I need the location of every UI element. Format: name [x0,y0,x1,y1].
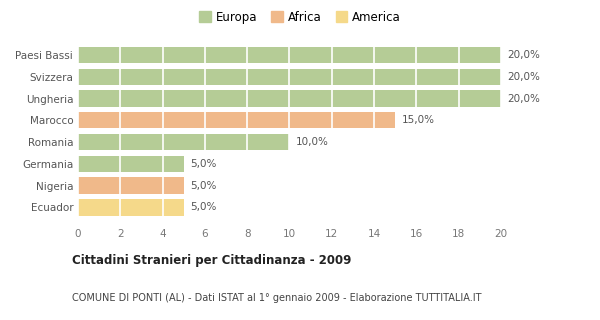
Text: 20,0%: 20,0% [507,93,540,104]
Text: 20,0%: 20,0% [507,50,540,60]
Text: 5,0%: 5,0% [190,180,217,191]
Legend: Europa, Africa, America: Europa, Africa, America [196,7,404,27]
Bar [78,112,395,128]
Bar [78,68,501,85]
Bar [78,178,184,194]
Text: COMUNE DI PONTI (AL) - Dati ISTAT al 1° gennaio 2009 - Elaborazione TUTTITALIA.I: COMUNE DI PONTI (AL) - Dati ISTAT al 1° … [72,293,482,303]
Text: Cittadini Stranieri per Cittadinanza - 2009: Cittadini Stranieri per Cittadinanza - 2… [72,254,352,267]
Bar [78,90,501,107]
Text: 15,0%: 15,0% [401,115,434,125]
Text: 5,0%: 5,0% [190,159,217,169]
Bar [78,199,184,216]
Bar [78,134,289,150]
Text: 10,0%: 10,0% [296,137,329,147]
Text: 5,0%: 5,0% [190,202,217,212]
Bar [78,47,501,63]
Bar [78,156,184,172]
Text: 20,0%: 20,0% [507,72,540,82]
